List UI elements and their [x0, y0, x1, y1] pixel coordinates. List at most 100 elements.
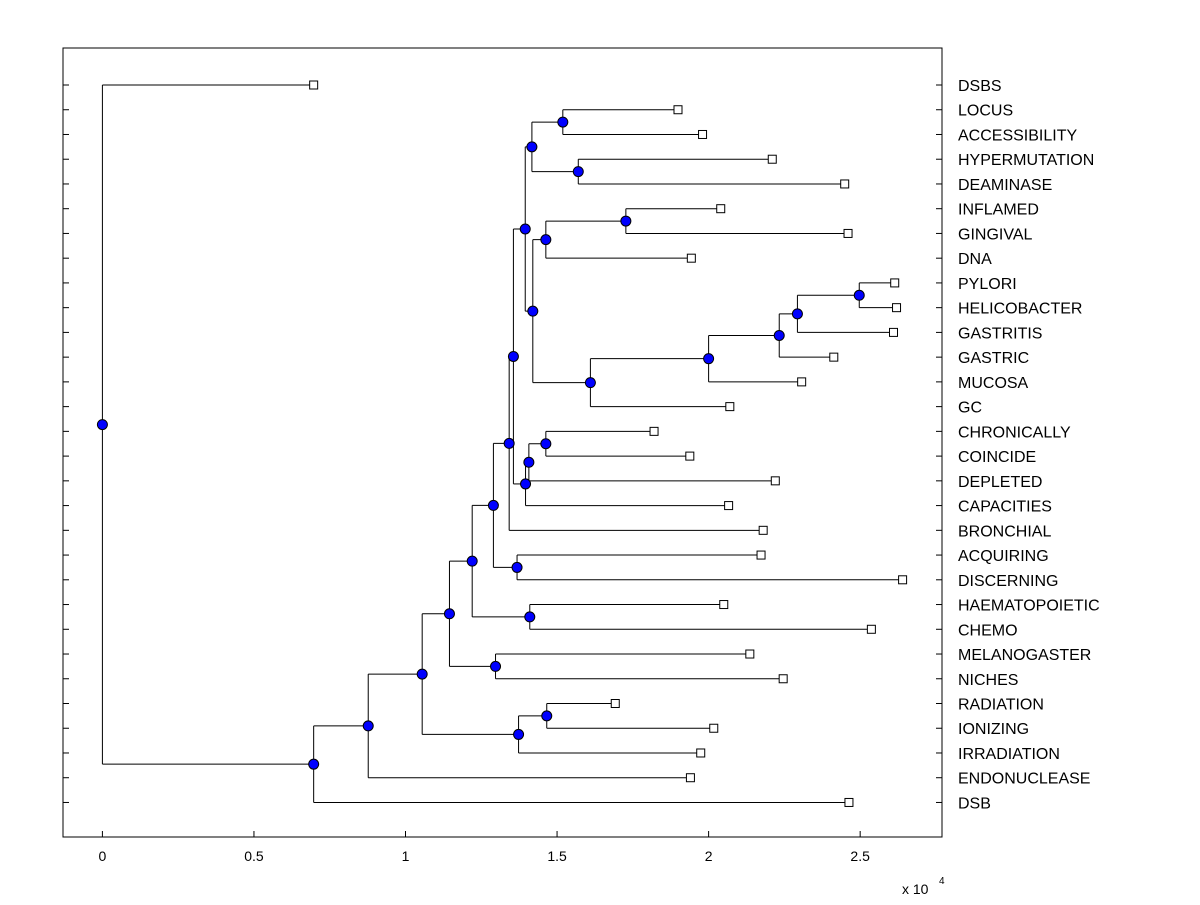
leaf-marker-20 — [898, 575, 908, 585]
leaf-label-5: INFLAMED — [958, 202, 1039, 219]
node-marker-n_G — [416, 668, 428, 680]
leaf-marker-25 — [610, 699, 620, 708]
leaf-marker-14 — [649, 426, 659, 436]
leaf-marker-29 — [844, 797, 854, 807]
leaf-marker-13 — [725, 402, 735, 412]
node-marker-n_F — [443, 608, 455, 620]
leaf-label-17: CAPACITIES — [958, 499, 1052, 516]
node-marker-n_endo — [362, 720, 374, 732]
node-marker-n_D — [487, 499, 499, 511]
leaf-marker-18 — [758, 525, 768, 535]
node-marker-n_E — [466, 555, 478, 567]
leaf-marker-24 — [778, 674, 788, 684]
leaf-marker-27 — [696, 748, 706, 758]
leaf-marker-1 — [673, 105, 683, 115]
leaf-marker-23 — [745, 649, 755, 659]
leaf-label-13: GC — [958, 400, 982, 417]
leaf-marker-17 — [724, 501, 734, 511]
node-marker-n_dsb — [308, 758, 320, 770]
leaf-label-20: DISCERNING — [958, 573, 1058, 590]
x-tick-label-2: 1 — [402, 848, 410, 864]
leaf-label-18: BRONCHIAL — [958, 523, 1051, 540]
leaf-marker-8 — [890, 278, 900, 288]
leaf-marker-21 — [719, 600, 729, 610]
leaf-label-25: RADIATION — [958, 697, 1044, 714]
node-marker-n_root — [96, 419, 108, 431]
node-marker-n_hyper_deam — [572, 166, 584, 178]
leaf-label-22: CHEMO — [958, 622, 1018, 639]
node-marker-n_chron_coin — [540, 438, 552, 450]
leaf-label-16: DEPLETED — [958, 474, 1042, 491]
node-marker-n_dna_gastric — [527, 305, 539, 317]
node-marker-n_pyl_hel — [853, 289, 865, 301]
leaf-label-27: IRRADIATION — [958, 746, 1060, 763]
leaf-marker-6 — [843, 228, 853, 238]
leaf-marker-26 — [709, 723, 719, 733]
leaf-marker-28 — [685, 773, 695, 783]
leaf-label-24: NICHES — [958, 672, 1018, 689]
leaf-label-1: LOCUS — [958, 103, 1013, 120]
x-scale-label: x 10 — [902, 881, 929, 897]
node-marker-n_irrad — [513, 728, 525, 740]
leaf-label-7: DNA — [958, 251, 992, 268]
leaf-label-21: HAEMATOPOIETIC — [958, 598, 1100, 615]
leaf-label-29: DSB — [958, 795, 991, 812]
x-scale-exponent: 4 — [939, 876, 945, 887]
node-marker-n_capacities — [520, 478, 532, 490]
node-marker-n_B — [519, 223, 531, 235]
node-marker-n_gastric — [773, 329, 785, 341]
node-marker-n_infl_ging — [620, 215, 632, 227]
leaf-label-8: PYLORI — [958, 276, 1017, 293]
x-tick-label-1: 0.5 — [244, 848, 264, 864]
node-marker-n_acq_disc — [511, 561, 523, 573]
leaf-label-26: IONIZING — [958, 721, 1029, 738]
leaf-marker-0 — [309, 80, 319, 90]
leaf-marker-5 — [716, 204, 726, 214]
leaf-label-9: HELICOBACTER — [958, 301, 1082, 318]
leaf-marker-11 — [829, 352, 839, 362]
x-tick-label-3: 1.5 — [547, 848, 567, 864]
leaf-label-15: COINCIDE — [958, 449, 1036, 466]
node-marker-n_infl_dna — [540, 234, 552, 246]
leaf-label-23: MELANOGASTER — [958, 647, 1091, 664]
leaf-label-14: CHRONICALLY — [958, 424, 1071, 441]
leaf-label-2: ACCESSIBILITY — [958, 127, 1077, 144]
leaf-label-10: GASTRITIS — [958, 325, 1042, 342]
node-marker-n_bronchial — [503, 437, 515, 449]
leaf-marker-15 — [685, 451, 695, 461]
leaf-label-0: DSBS — [958, 78, 1002, 95]
leaf-marker-10 — [889, 327, 899, 337]
node-marker-n_depleted — [523, 456, 535, 468]
node-marker-n_haem_chemo — [524, 611, 536, 623]
leaf-label-4: DEAMINASE — [958, 177, 1052, 194]
node-marker-n_A — [526, 141, 538, 153]
leaf-marker-22 — [866, 624, 876, 634]
leaf-label-19: ACQUIRING — [958, 548, 1049, 565]
node-marker-n_gc — [584, 377, 596, 389]
x-tick-label-0: 0 — [99, 848, 107, 864]
node-marker-n_C — [507, 350, 519, 362]
node-marker-n_rad_ion — [541, 710, 553, 722]
leaf-marker-3 — [767, 154, 777, 164]
x-tick-label-4: 2 — [705, 848, 713, 864]
leaf-marker-9 — [892, 303, 902, 313]
leaf-marker-19 — [756, 550, 766, 560]
leaf-marker-7 — [686, 253, 696, 263]
x-tick-label-5: 2.5 — [850, 848, 870, 864]
node-marker-n_gastritis — [791, 308, 803, 320]
leaf-label-3: HYPERMUTATION — [958, 152, 1094, 169]
leaf-label-11: GASTRIC — [958, 350, 1029, 367]
leaf-label-12: MUCOSA — [958, 375, 1029, 392]
leaf-marker-2 — [698, 129, 708, 139]
node-marker-n_mel_nich — [490, 660, 502, 672]
leaf-marker-4 — [840, 179, 850, 189]
leaf-marker-16 — [770, 476, 780, 486]
leaf-label-28: ENDONUCLEASE — [958, 771, 1090, 788]
leaf-marker-12 — [797, 377, 807, 387]
node-marker-n_mucosa — [703, 353, 715, 365]
node-marker-n_locus_acc — [557, 116, 569, 128]
plot-area — [62, 47, 943, 838]
leaf-label-6: GINGIVAL — [958, 226, 1032, 243]
